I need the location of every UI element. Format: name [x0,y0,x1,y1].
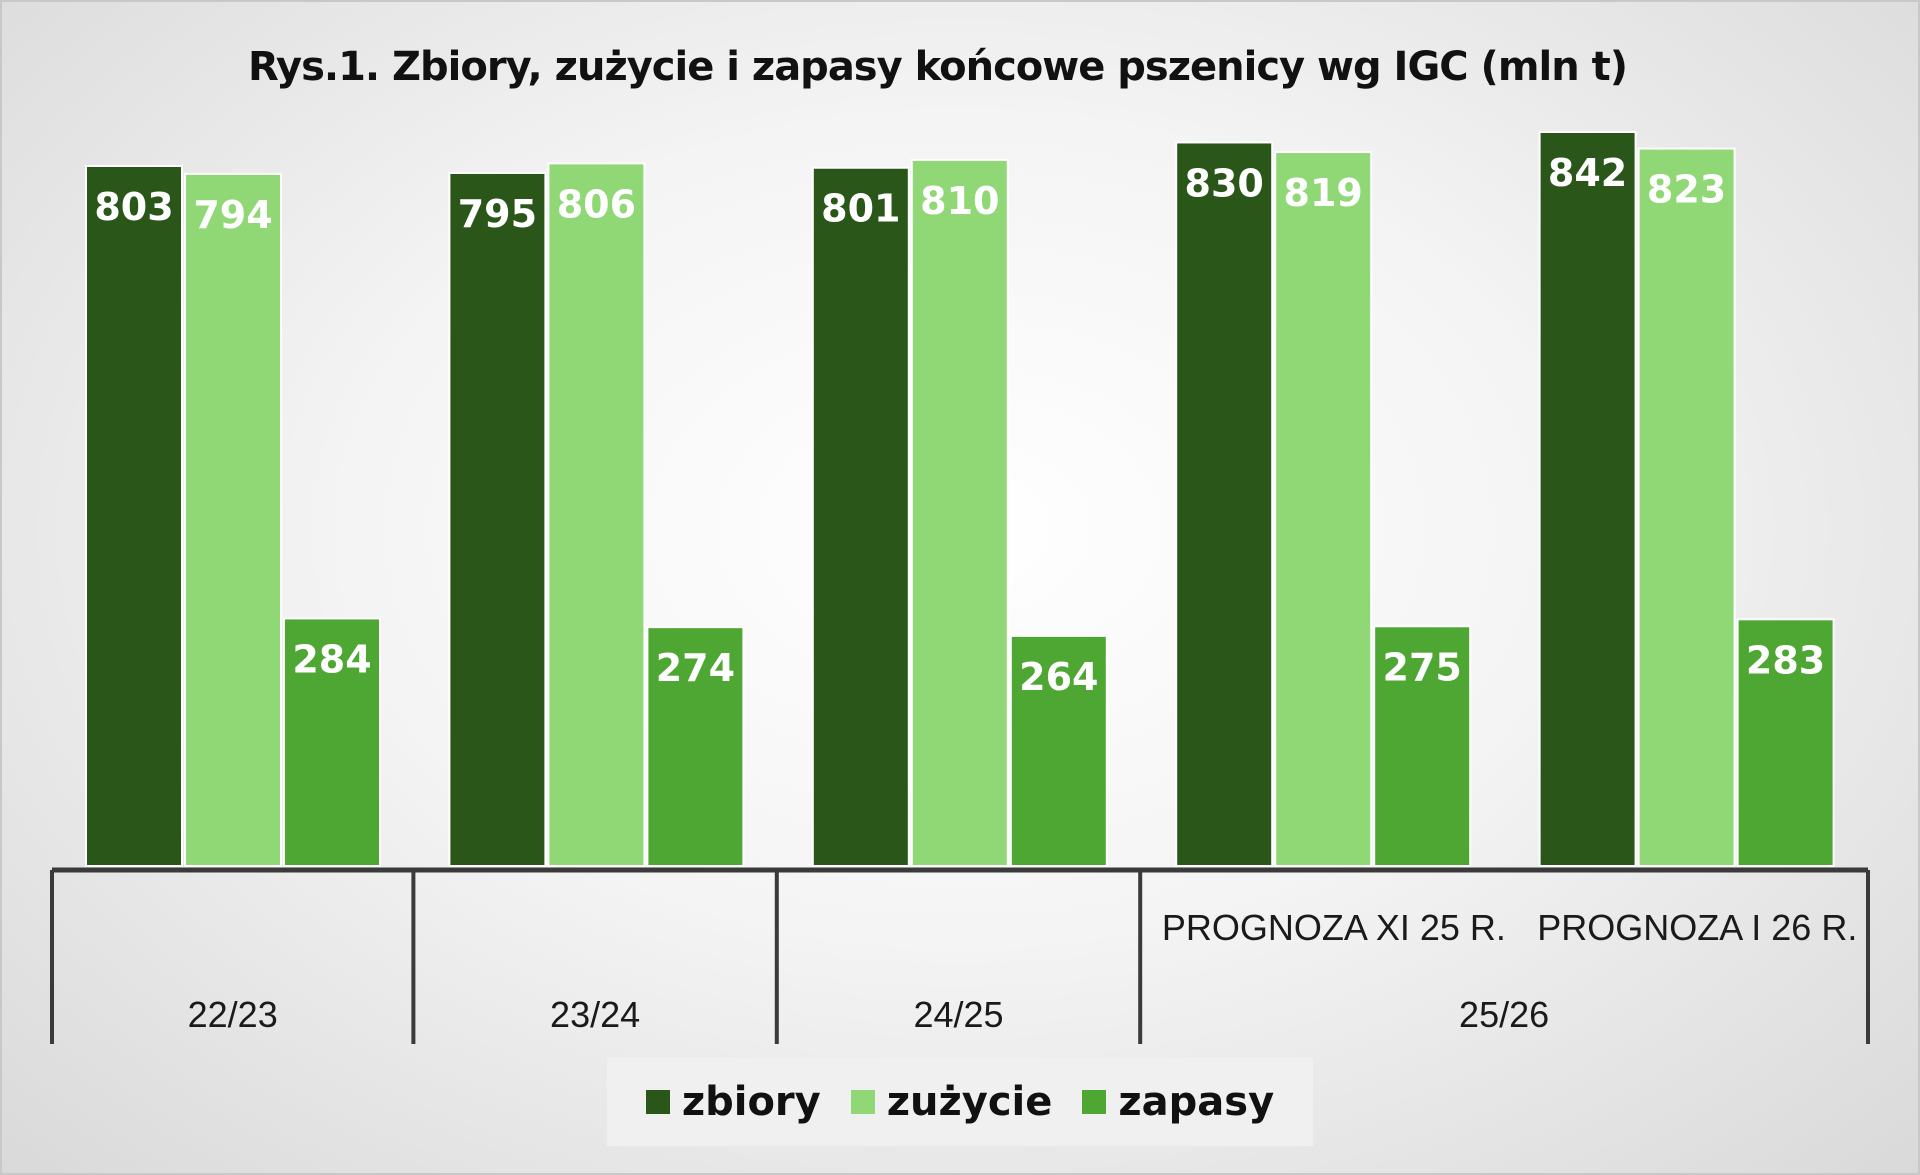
bar-zapasy-1 [646,626,745,867]
bar-zużycie-0 [184,172,282,868]
legend-swatch-2 [1082,1090,1107,1114]
data-label-zbiory-0: 803 [94,185,173,229]
legend-item-2: zapasy [1082,1079,1274,1125]
category-label-3: PROGNOZA XI 25 R. [1162,907,1506,948]
data-label-zapasy-1: 274 [656,646,735,690]
bar-zapasy-0 [283,617,381,867]
bar-zużycie-4 [1637,147,1736,868]
group-label-0: 22/23 [188,994,278,1035]
data-label-zapasy-4: 283 [1746,638,1825,682]
legend-label-0: zbiory [681,1079,821,1125]
bar-zużycie-2 [910,158,1009,867]
group-label-3: 25/26 [1459,994,1549,1035]
bar-zapasy-4 [1736,618,1835,868]
bar-zbiory-1 [448,171,547,867]
bar-zapasy-2 [1009,634,1108,868]
bar-zużycie-1 [547,162,646,867]
bar-zużycie-3 [1274,151,1373,868]
data-label-zużycie-3: 819 [1284,171,1363,215]
data-label-zbiory-2: 801 [821,187,900,231]
bar-zbiory-2 [811,166,910,867]
bar-zbiory-3 [1175,141,1274,867]
data-label-zużycie-2: 810 [920,179,999,223]
data-label-zbiory-3: 830 [1185,161,1264,205]
category-label-4: PROGNOZA I 26 R. [1537,907,1857,948]
data-label-zużycie-1: 806 [557,182,636,226]
data-label-zapasy-3: 275 [1383,645,1462,689]
legend-swatch-0 [645,1090,670,1114]
data-label-zapasy-0: 284 [292,637,371,681]
bar-zapasy-3 [1373,625,1472,867]
legend-label-2: zapasy [1118,1079,1275,1125]
data-label-zapasy-2: 264 [1019,655,1098,699]
bar-zbiory-4 [1538,131,1637,867]
group-label-1: 23/24 [550,994,640,1035]
data-label-zużycie-4: 823 [1647,168,1726,212]
legend-label-1: zużycie [886,1079,1053,1125]
chart-title: Rys.1. Zbiory, zużycie i zapasy końcowe … [248,44,1628,90]
chart-legend: zbiory zużycie zapasy [607,1058,1313,1146]
legend-item-0: zbiory [645,1079,821,1125]
bar-zbiory-0 [85,164,183,867]
group-label-2: 24/25 [913,994,1003,1035]
legend-item-1: zużycie [850,1079,1053,1125]
data-label-zbiory-1: 795 [458,192,537,236]
data-label-zużycie-0: 794 [193,193,272,237]
data-label-zbiory-4: 842 [1548,151,1627,195]
legend-swatch-1 [850,1090,875,1114]
